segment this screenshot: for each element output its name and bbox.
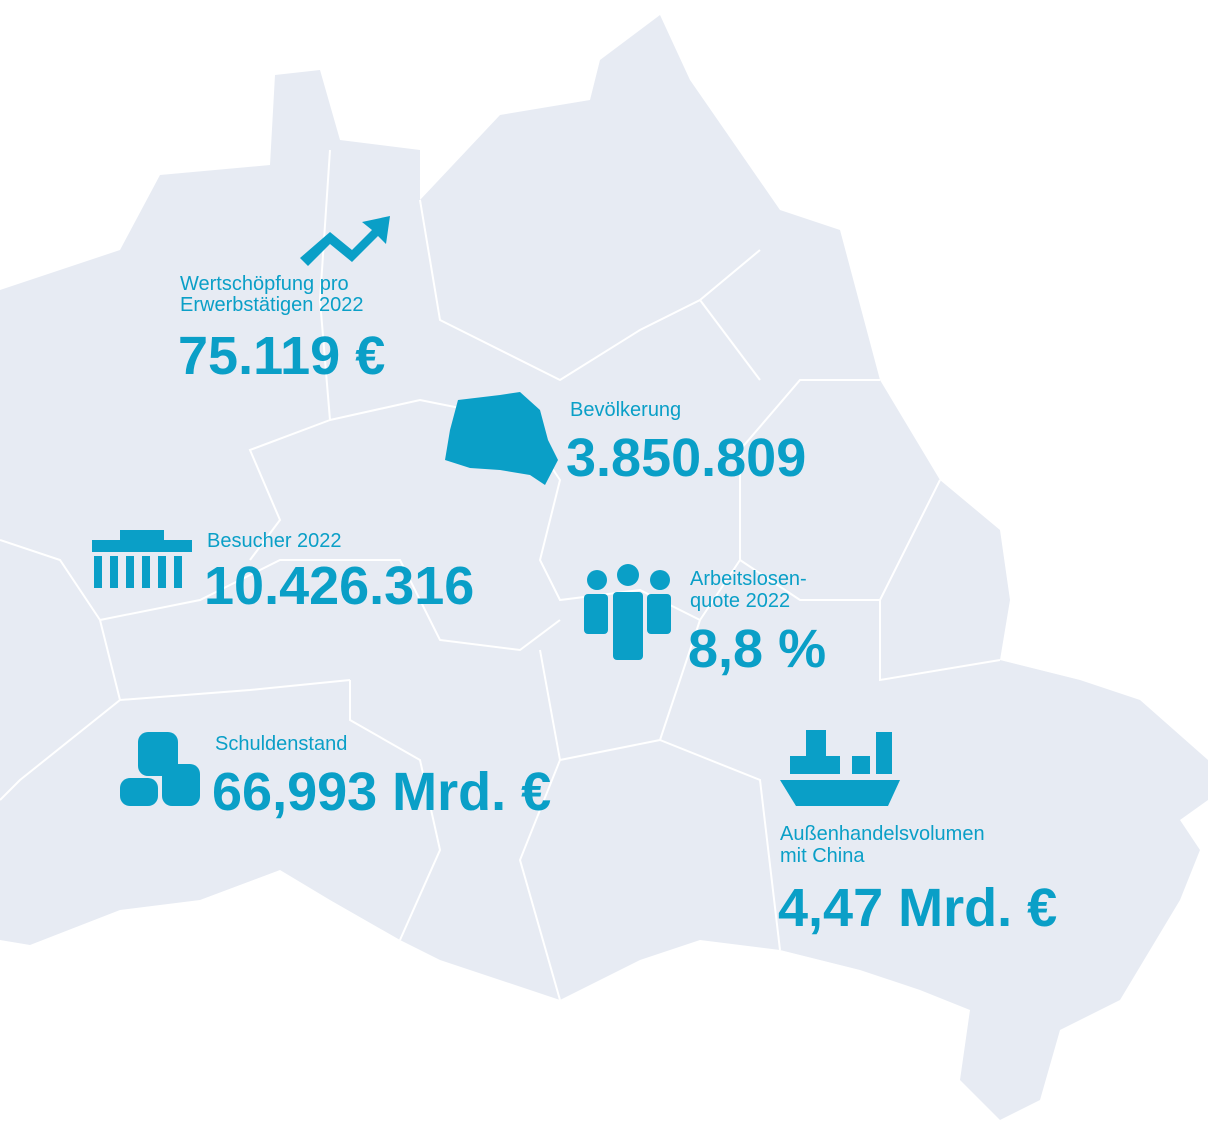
stat-value: 3.850.809 bbox=[566, 428, 806, 488]
stat-value: 66,993 Mrd. € bbox=[212, 762, 551, 822]
stat-label: Arbeitslosen- bbox=[690, 568, 807, 590]
ship-icon bbox=[780, 730, 900, 806]
stat-visitors: Besucher 2022 10.426.316 bbox=[92, 530, 474, 616]
stat-value: 8,8 % bbox=[688, 619, 826, 679]
people-icon bbox=[584, 564, 671, 660]
stat-value: 10.426.316 bbox=[204, 556, 474, 616]
stat-label: Schuldenstand bbox=[215, 733, 347, 755]
stat-label: Erwerbstätigen 2022 bbox=[180, 294, 363, 316]
gate-icon bbox=[92, 530, 192, 588]
stat-value: 4,47 Mrd. € bbox=[778, 878, 1057, 938]
berlin-outline bbox=[0, 15, 1208, 1120]
stat-trade: Außenhandelsvolumen mit China 4,47 Mrd. … bbox=[778, 730, 1057, 938]
stat-label: Wertschöpfung pro bbox=[180, 273, 349, 295]
population-map-icon bbox=[445, 392, 558, 485]
stat-label: Besucher 2022 bbox=[207, 530, 342, 552]
stat-unemployment: Arbeitslosen- quote 2022 8,8 % bbox=[584, 564, 826, 679]
stat-label: Außenhandelsvolumen bbox=[780, 823, 985, 845]
stat-value-added: Wertschöpfung pro Erwerbstätigen 2022 75… bbox=[178, 216, 390, 386]
stat-value: 75.119 € bbox=[178, 326, 385, 386]
stat-label: Bevölkerung bbox=[570, 399, 681, 421]
stat-population: Bevölkerung 3.850.809 bbox=[445, 392, 806, 488]
coins-icon bbox=[120, 732, 200, 806]
stat-label: quote 2022 bbox=[690, 590, 790, 612]
stat-debt: Schuldenstand 66,993 Mrd. € bbox=[120, 732, 551, 822]
stat-label: mit China bbox=[780, 845, 865, 867]
trend-icon bbox=[300, 216, 390, 266]
